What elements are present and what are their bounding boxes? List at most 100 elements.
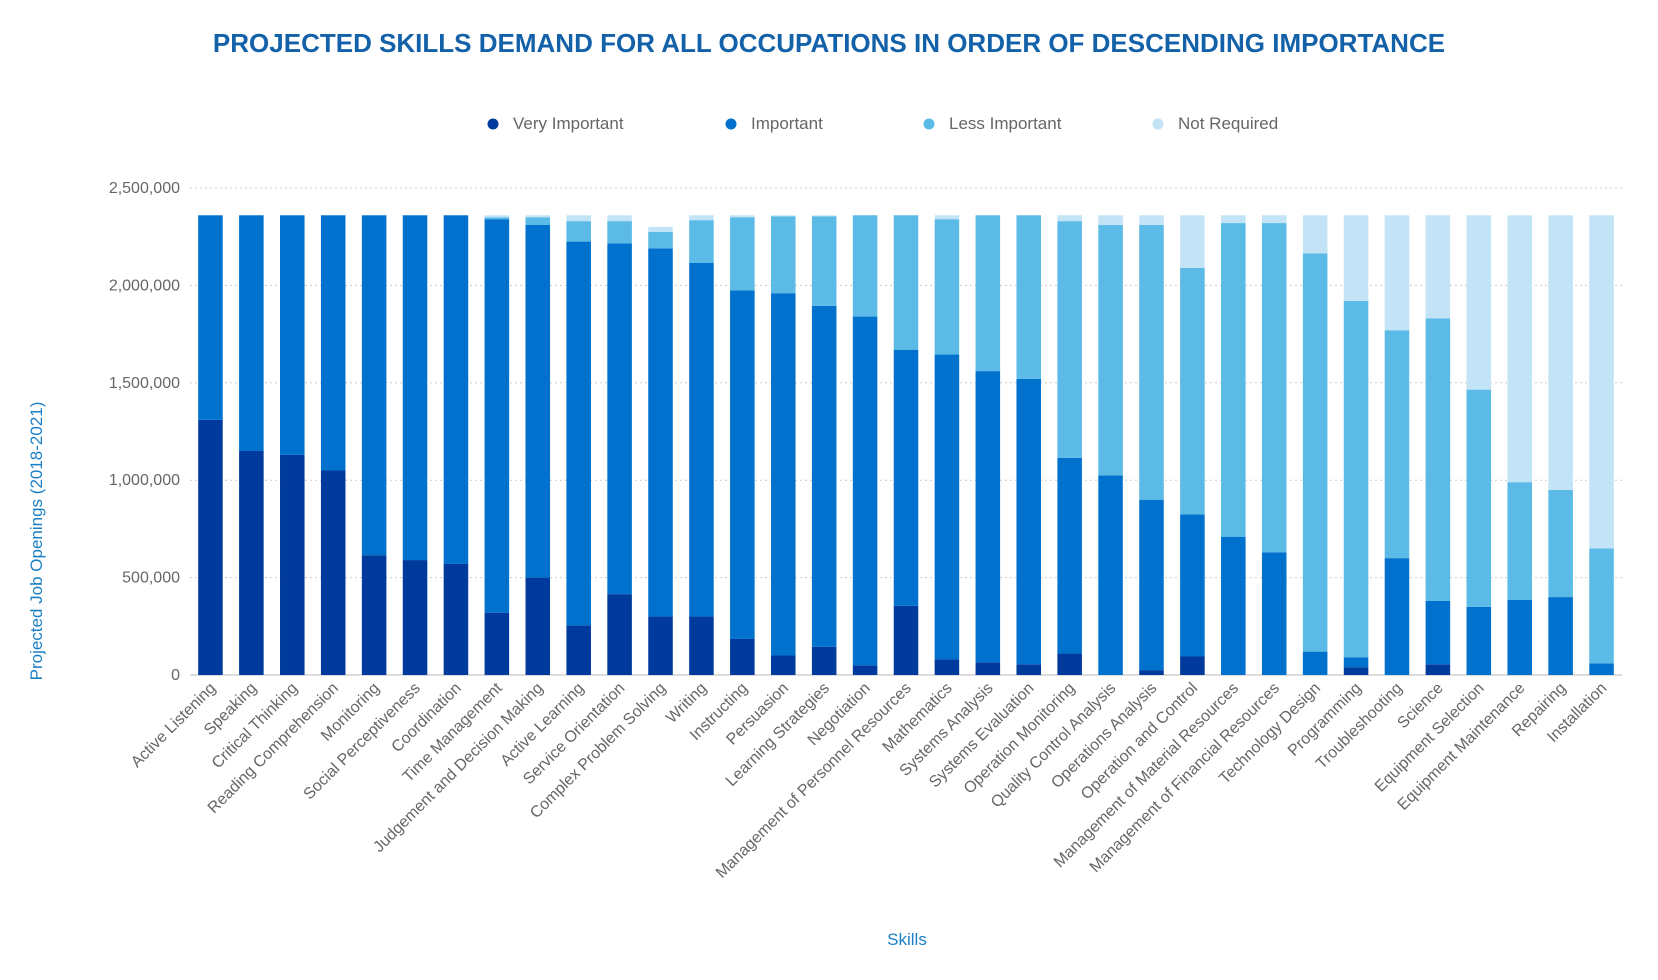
bar-segment[interactable] (934, 219, 960, 355)
bar-segment[interactable] (852, 316, 878, 666)
bar-segment[interactable] (1466, 215, 1492, 390)
bar-segment[interactable] (1180, 656, 1205, 675)
bar-segment[interactable] (484, 219, 510, 613)
bar-segment[interactable] (770, 655, 796, 675)
bar-segment[interactable] (198, 419, 223, 675)
bar-segment[interactable] (648, 226, 673, 232)
bar-segment[interactable] (1302, 253, 1328, 652)
bar-segment[interactable] (320, 470, 346, 675)
bar-stack[interactable] (443, 215, 469, 675)
bar-segment[interactable] (1302, 651, 1328, 675)
bar-segment[interactable] (648, 248, 673, 617)
bar-segment[interactable] (607, 594, 632, 675)
bar-segment[interactable] (1507, 482, 1532, 601)
bar-segment[interactable] (975, 662, 1001, 675)
bar-segment[interactable] (689, 262, 714, 617)
bar-segment[interactable] (648, 231, 673, 249)
bar-segment[interactable] (730, 215, 755, 218)
bar-segment[interactable] (1589, 663, 1614, 675)
bar-segment[interactable] (689, 215, 714, 221)
bar-segment[interactable] (1589, 548, 1614, 664)
bar-stack[interactable] (934, 215, 960, 675)
bar-segment[interactable] (770, 216, 796, 294)
legend-item[interactable]: Important (725, 114, 824, 133)
bar-segment[interactable] (525, 577, 551, 675)
bar-segment[interactable] (566, 241, 591, 626)
bar-stack[interactable] (1302, 215, 1328, 675)
bar-stack[interactable] (525, 215, 551, 675)
bar-stack[interactable] (1261, 215, 1287, 675)
bar-segment[interactable] (280, 454, 305, 675)
bar-segment[interactable] (893, 349, 919, 606)
bar-segment[interactable] (1057, 653, 1082, 675)
bar-segment[interactable] (402, 215, 428, 561)
bar-segment[interactable] (1139, 215, 1164, 226)
bar-segment[interactable] (566, 625, 591, 675)
bar-segment[interactable] (607, 215, 632, 222)
bar-segment[interactable] (1180, 215, 1205, 268)
bar-stack[interactable] (730, 215, 755, 675)
bar-segment[interactable] (1548, 215, 1573, 490)
bar-segment[interactable] (1180, 267, 1205, 515)
bar-segment[interactable] (361, 555, 387, 675)
bar-segment[interactable] (566, 221, 591, 242)
bar-stack[interactable] (648, 226, 673, 675)
bar-stack[interactable] (1098, 215, 1123, 675)
bar-segment[interactable] (1016, 215, 1042, 379)
bar-stack[interactable] (770, 215, 796, 675)
bar-segment[interactable] (525, 225, 551, 578)
bar-stack[interactable] (1180, 215, 1205, 675)
bar-segment[interactable] (1425, 318, 1451, 601)
bar-stack[interactable] (1343, 215, 1369, 675)
bar-segment[interactable] (361, 215, 387, 556)
bar-segment[interactable] (689, 220, 714, 263)
bar-segment[interactable] (484, 217, 510, 220)
bar-stack[interactable] (1057, 215, 1082, 675)
bar-segment[interactable] (1425, 600, 1451, 665)
bar-segment[interactable] (1261, 215, 1287, 224)
bar-stack[interactable] (280, 215, 305, 675)
bar-segment[interactable] (1098, 225, 1123, 476)
bar-stack[interactable] (484, 215, 510, 675)
bar-segment[interactable] (320, 215, 346, 471)
bar-segment[interactable] (1261, 552, 1287, 675)
bar-segment[interactable] (893, 215, 919, 350)
bar-segment[interactable] (1548, 489, 1573, 598)
bar-stack[interactable] (607, 215, 632, 675)
bar-segment[interactable] (1343, 667, 1369, 675)
bar-stack[interactable] (1016, 215, 1042, 675)
bar-segment[interactable] (1384, 330, 1410, 559)
bar-stack[interactable] (320, 215, 346, 675)
bar-stack[interactable] (1507, 215, 1532, 675)
bar-segment[interactable] (1343, 657, 1369, 668)
bar-stack[interactable] (198, 215, 223, 675)
bar-segment[interactable] (1589, 215, 1614, 549)
bar-segment[interactable] (239, 450, 264, 675)
bar-segment[interactable] (1425, 215, 1451, 319)
bar-segment[interactable] (770, 215, 796, 217)
bar-segment[interactable] (484, 612, 510, 675)
bar-segment[interactable] (811, 215, 837, 217)
bar-segment[interactable] (730, 290, 755, 639)
bar-segment[interactable] (566, 215, 591, 222)
bar-segment[interactable] (1016, 664, 1042, 675)
bar-segment[interactable] (852, 665, 878, 675)
bar-segment[interactable] (1343, 300, 1369, 658)
bar-stack[interactable] (239, 215, 264, 675)
bar-segment[interactable] (443, 563, 469, 675)
bar-stack[interactable] (689, 215, 714, 675)
bar-segment[interactable] (1343, 215, 1369, 301)
bar-segment[interactable] (648, 616, 673, 675)
bar-segment[interactable] (607, 221, 632, 244)
bar-stack[interactable] (1221, 215, 1246, 675)
bar-stack[interactable] (1589, 215, 1614, 675)
bar-segment[interactable] (1466, 606, 1492, 675)
bar-stack[interactable] (975, 215, 1001, 675)
legend-item[interactable]: Very Important (487, 114, 624, 133)
bar-stack[interactable] (1466, 215, 1492, 675)
bar-segment[interactable] (852, 215, 878, 317)
bar-segment[interactable] (1384, 558, 1410, 675)
bar-segment[interactable] (1548, 597, 1573, 675)
bar-segment[interactable] (1507, 215, 1532, 483)
bar-segment[interactable] (934, 659, 960, 675)
